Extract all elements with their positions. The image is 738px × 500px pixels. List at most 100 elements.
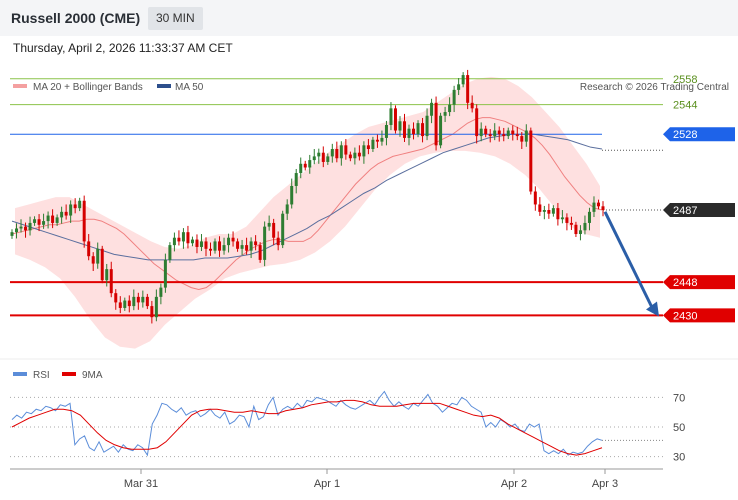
candle-body — [51, 215, 55, 223]
candle-body — [533, 191, 537, 205]
candle-body — [15, 228, 19, 233]
candle-body — [353, 152, 357, 159]
forecast-arrowhead — [646, 301, 659, 317]
candle-body — [362, 145, 366, 157]
ma20-line — [11, 117, 603, 290]
candle-body — [366, 145, 370, 150]
candle-body — [430, 102, 434, 116]
candle-body — [357, 152, 361, 157]
candle-body — [163, 259, 167, 288]
rsi-tick-30: 30 — [673, 452, 685, 464]
candle-body — [425, 115, 429, 137]
candle-body — [60, 211, 64, 218]
candle-body — [524, 130, 528, 142]
candle-body — [263, 226, 267, 260]
candle-body — [213, 241, 217, 251]
candle-body — [236, 241, 240, 249]
copyright: Research © 2026 Trading Central — [580, 82, 729, 93]
candle-body — [488, 134, 492, 137]
candle-body — [412, 128, 416, 135]
candle-body — [461, 75, 465, 85]
candle-body — [123, 300, 127, 308]
candle-body — [380, 137, 384, 142]
candle-body — [398, 121, 402, 131]
candle-body — [348, 154, 352, 159]
candle-body — [421, 123, 425, 137]
candle-body — [578, 230, 582, 235]
candle-body — [569, 222, 573, 225]
candle-body — [154, 296, 158, 318]
x-tick-label: Mar 31 — [124, 478, 158, 490]
candle-body — [596, 202, 600, 207]
level-label-2558: 2558 — [673, 74, 697, 86]
candle-body — [407, 128, 411, 138]
x-tick-label: Apr 1 — [314, 478, 340, 490]
candle-body — [520, 136, 524, 142]
candle-body — [37, 219, 41, 225]
legend-9ma-label: 9MA — [82, 370, 103, 381]
candle-body — [443, 112, 447, 116]
candle-body — [82, 200, 86, 242]
candle-body — [457, 84, 461, 90]
candle-body — [267, 222, 271, 227]
candle-body — [384, 124, 388, 138]
candle-body — [190, 239, 194, 244]
candle-body — [46, 215, 50, 222]
candle-body — [344, 145, 348, 155]
candle-body — [393, 108, 397, 131]
candle-body — [312, 156, 316, 161]
candle-body — [321, 152, 325, 162]
candle-body — [547, 210, 551, 214]
timeframe-button[interactable]: 30 MIN — [148, 7, 203, 30]
legend-ma50-swatch — [157, 84, 171, 88]
candle-body — [281, 213, 285, 246]
candle-body — [551, 208, 555, 214]
candle-body — [497, 130, 501, 135]
candle-body — [141, 296, 145, 303]
candle-body — [434, 102, 438, 146]
candlesticks — [10, 69, 605, 324]
candle-body — [105, 269, 109, 281]
candle-body — [69, 204, 73, 216]
x-tick-label: Apr 2 — [501, 478, 527, 490]
candle-body — [118, 302, 122, 308]
instrument-title: Russell 2000 (CME) — [11, 10, 141, 26]
rsi-grid: 70 50 30 — [10, 392, 685, 464]
rsi-line — [11, 390, 603, 457]
x-tick-label: Apr 3 — [592, 478, 618, 490]
candle-body — [100, 248, 104, 281]
candle-body — [245, 245, 249, 251]
candle-body — [272, 222, 276, 238]
candle-body — [240, 245, 244, 249]
rsi-tick-50: 50 — [673, 422, 685, 434]
candle-body — [64, 211, 68, 216]
legend-rsi-label: RSI — [33, 370, 50, 381]
candle-body — [506, 130, 510, 137]
candle-body — [10, 232, 14, 236]
candle-body — [294, 173, 298, 186]
candle-body — [91, 256, 95, 264]
candle-body — [484, 128, 488, 135]
candle-body — [515, 134, 519, 137]
candle-body — [479, 128, 483, 137]
candle-body — [290, 185, 294, 205]
candle-body — [24, 226, 28, 231]
candle-body — [339, 145, 343, 159]
candle-body — [416, 123, 420, 135]
candle-body — [186, 232, 190, 244]
candle-body — [439, 115, 443, 146]
candle-body — [389, 108, 393, 125]
candle-body — [511, 130, 515, 135]
candle-body — [285, 204, 289, 214]
candle-body — [87, 241, 91, 257]
level-tag-text-2430: 2430 — [673, 310, 697, 322]
chart-header: Russell 2000 (CME) 30 MIN — [0, 0, 738, 36]
candle-body — [254, 241, 258, 246]
rsi-tick-70: 70 — [673, 392, 685, 404]
candle-body — [601, 206, 605, 210]
legend-rsi-swatch — [13, 372, 27, 376]
candle-body — [132, 296, 136, 307]
candle-body — [317, 152, 321, 157]
candle-body — [475, 108, 479, 137]
